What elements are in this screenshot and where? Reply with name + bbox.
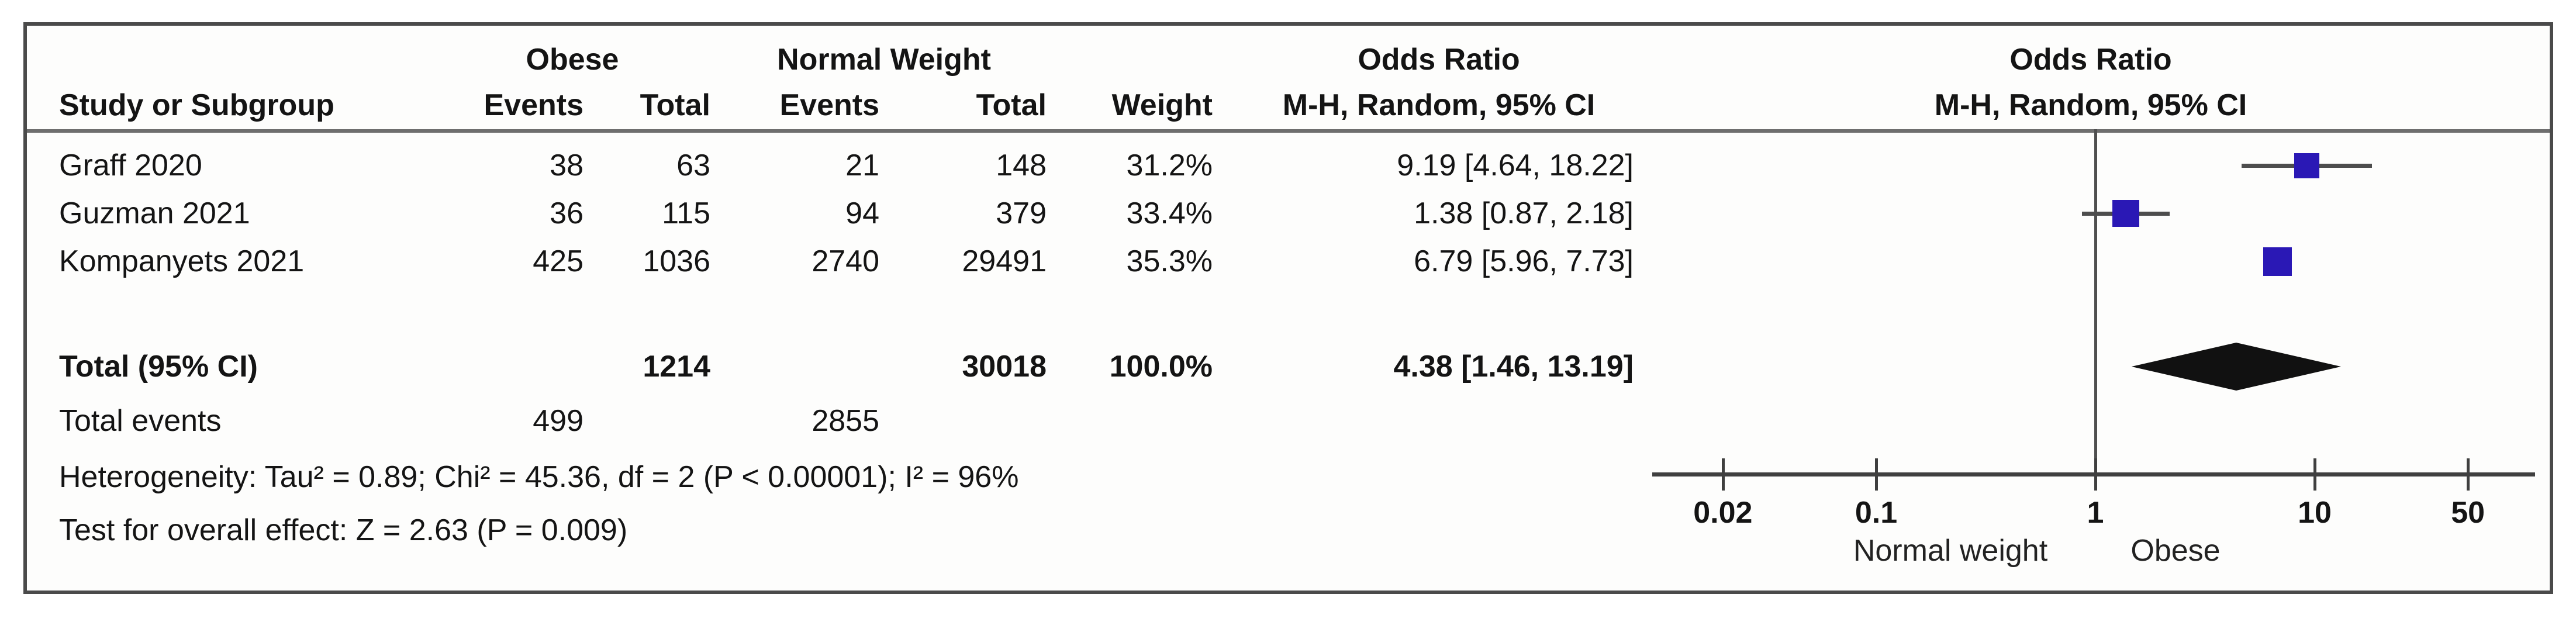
cell-normal-events: 2740 — [812, 244, 879, 278]
column-header-normal-total: Total — [976, 88, 1047, 122]
effect-square — [2294, 153, 2319, 178]
header-separator — [27, 129, 2550, 133]
effect-square — [2112, 200, 2140, 227]
study-label: Kompanyets 2021 — [59, 244, 305, 278]
cell-obese-events: 36 — [550, 196, 583, 230]
total-events-normal-value: 2855 — [812, 404, 879, 438]
total-weight: 100.0% — [1109, 350, 1213, 384]
total-odds-ratio-ci: 4.38 [1.46, 13.19] — [1393, 350, 1634, 384]
column-header-group-normal-weight: Normal Weight — [777, 43, 991, 77]
column-header-method-plot: M-H, Random, 95% CI — [1934, 88, 2247, 122]
axis-tick-mark — [2313, 458, 2316, 491]
x-axis-line — [1652, 472, 2535, 476]
heterogeneity-note: Heterogeneity: Tau² = 0.89; Chi² = 45.36… — [59, 460, 1019, 494]
axis-tick-label: 0.02 — [1693, 496, 1753, 530]
forest-plot-area: Normal weight Obese 0.02 0.1 1 10 50 — [1605, 26, 2550, 591]
axis-tick-label: 1 — [2087, 496, 2104, 530]
cell-normal-total: 148 — [996, 149, 1047, 182]
axis-tick-label: 10 — [2298, 496, 2332, 530]
cell-normal-total: 29491 — [962, 244, 1047, 278]
axis-tick-mark — [2467, 458, 2470, 491]
total-obese-total: 1214 — [643, 350, 710, 384]
cell-weight: 33.4% — [1126, 196, 1213, 230]
axis-left-label: Normal weight — [1853, 534, 2048, 568]
study-label: Graff 2020 — [59, 149, 202, 182]
cell-normal-events: 94 — [845, 196, 879, 230]
cell-odds-ratio-ci: 6.79 [5.96, 7.73] — [1414, 244, 1634, 278]
study-label: Guzman 2021 — [59, 196, 250, 230]
cell-obese-events: 38 — [550, 149, 583, 182]
cell-obese-total: 115 — [662, 196, 710, 230]
cell-obese-total: 63 — [676, 149, 710, 182]
overall-effect-note: Test for overall effect: Z = 2.63 (P = 0… — [59, 513, 628, 547]
axis-tick-label: 0.1 — [1855, 496, 1898, 530]
column-header-obese-total: Total — [640, 88, 710, 122]
cell-obese-total: 1036 — [643, 244, 710, 278]
column-header-odds-ratio-plot: Odds Ratio — [2009, 43, 2172, 77]
column-header-group-obese: Obese — [526, 43, 619, 77]
column-header-weight: Weight — [1111, 88, 1213, 122]
null-effect-line — [2094, 129, 2097, 476]
cell-weight: 31.2% — [1126, 149, 1213, 182]
axis-right-label: Obese — [2130, 534, 2221, 568]
column-header-method-text: M-H, Random, 95% CI — [1282, 88, 1596, 122]
column-header-odds-ratio-text: Odds Ratio — [1358, 43, 1520, 77]
total-events-label: Total events — [59, 404, 222, 438]
cell-odds-ratio-ci: 9.19 [4.64, 18.22] — [1397, 149, 1634, 182]
effect-square — [2263, 247, 2292, 276]
column-header-obese-events: Events — [484, 88, 583, 122]
forest-plot-figure: Obese Normal Weight Odds Ratio Odds Rati… — [23, 22, 2553, 594]
cell-weight: 35.3% — [1126, 244, 1213, 278]
column-header-study: Study or Subgroup — [59, 88, 334, 122]
cell-odds-ratio-ci: 1.38 [0.87, 2.18] — [1414, 196, 1634, 230]
axis-tick-mark — [1875, 458, 1878, 491]
cell-normal-events: 21 — [845, 149, 879, 182]
total-events-obese-value: 499 — [533, 404, 583, 438]
column-header-normal-events: Events — [779, 88, 879, 122]
axis-tick-label: 50 — [2451, 496, 2485, 530]
cell-normal-total: 379 — [996, 196, 1047, 230]
axis-tick-mark — [1721, 458, 1725, 491]
pooled-diamond — [2131, 343, 2342, 391]
total-normal-total: 30018 — [962, 350, 1047, 384]
total-label: Total (95% CI) — [59, 350, 258, 384]
cell-obese-events: 425 — [533, 244, 583, 278]
axis-tick-mark — [2094, 458, 2097, 491]
